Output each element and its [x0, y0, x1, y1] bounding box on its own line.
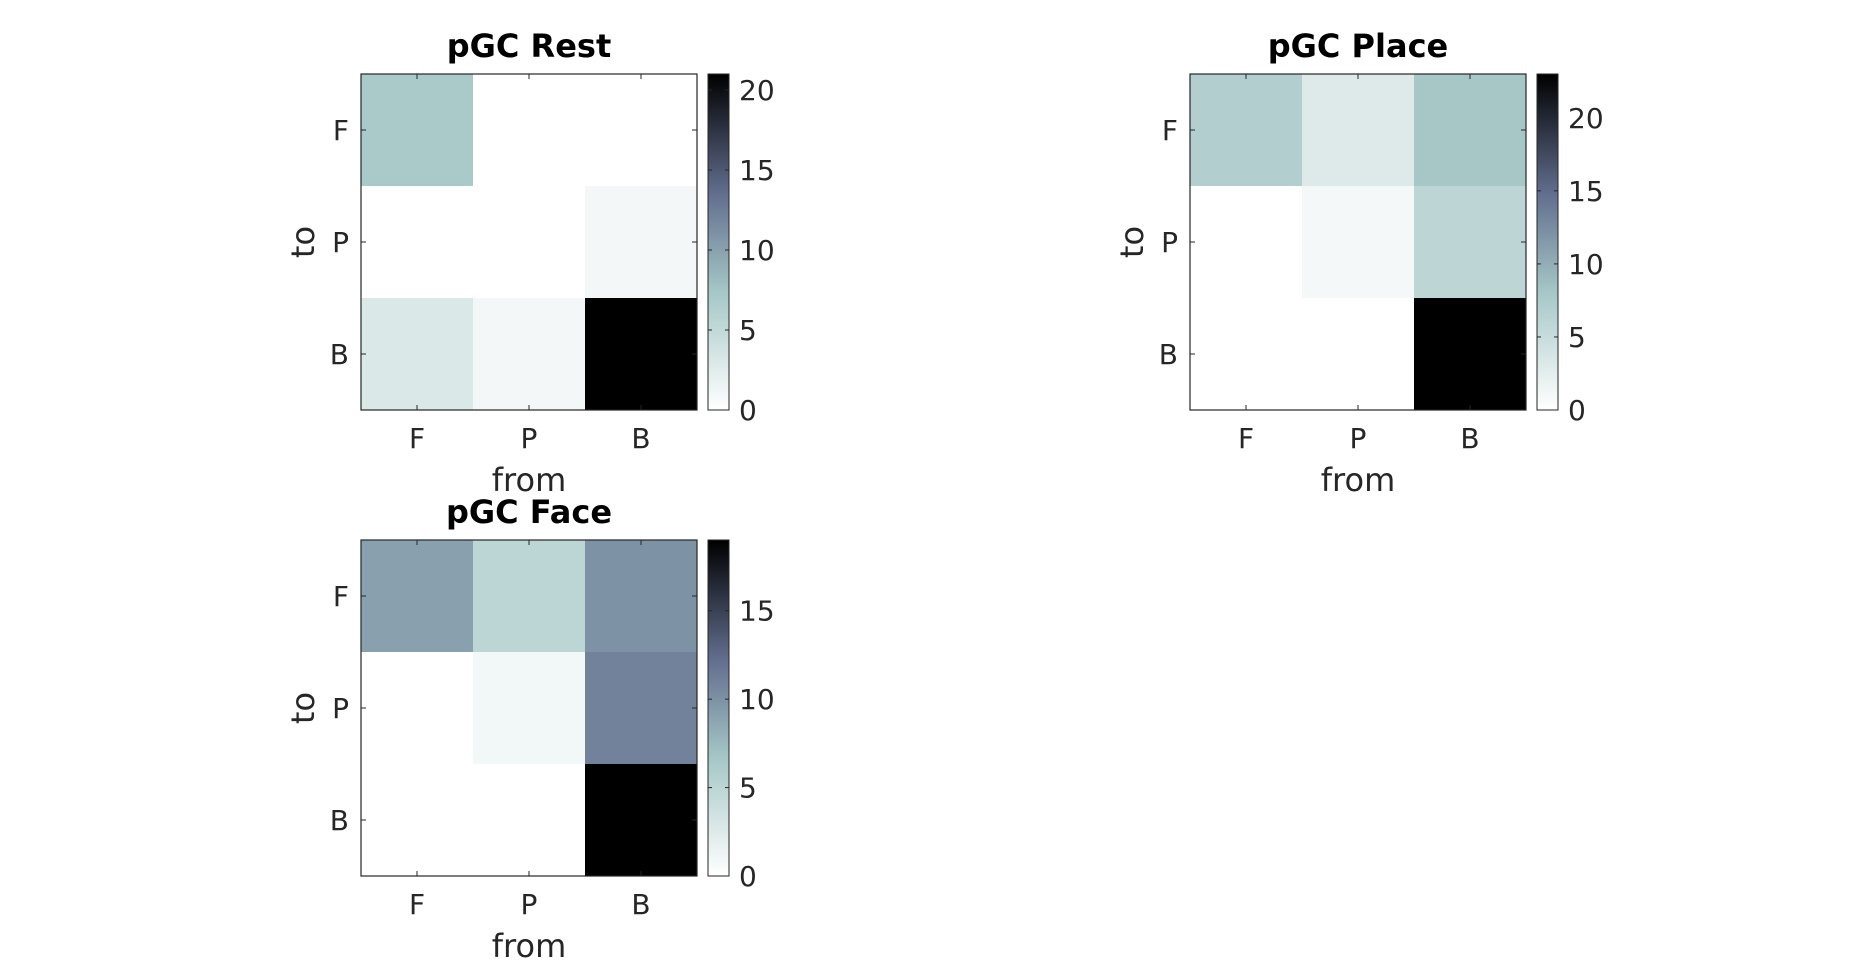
- x-tick-label: P: [521, 888, 538, 921]
- heatmap-cell: [1414, 74, 1527, 187]
- colorbar-tick-label: 10: [1568, 248, 1604, 281]
- heatmap-cell: [1302, 186, 1415, 299]
- heatmap-cell: [585, 298, 698, 411]
- colorbar-tick-label: 5: [1568, 321, 1586, 354]
- heatmap-cell: [585, 652, 698, 765]
- heatmap-cell: [473, 74, 586, 187]
- colorbar-tick-label: 20: [1568, 102, 1604, 135]
- heatmap-cell: [361, 74, 474, 187]
- heatmap-cell: [361, 186, 474, 299]
- colorbar-tick-label: 10: [739, 234, 775, 267]
- x-tick-label: P: [521, 422, 538, 455]
- heatmap-cell: [585, 764, 698, 877]
- heatmap-cell: [1302, 298, 1415, 411]
- y-tick-label: F: [333, 580, 349, 613]
- colorbar-tick-label: 0: [739, 860, 757, 893]
- colorbar-tick-label: 5: [739, 772, 757, 805]
- y-tick-label: F: [1162, 114, 1178, 147]
- colorbar-tick-label: 0: [739, 394, 757, 427]
- y-tick-label: P: [332, 226, 349, 259]
- chart-title: pGC Face: [446, 493, 612, 531]
- x-tick-label: F: [1238, 422, 1254, 455]
- heatmap-cell: [361, 298, 474, 411]
- heatmap-cell: [473, 298, 586, 411]
- heatmap-cell: [473, 764, 586, 877]
- colorbar-tick-label: 20: [739, 74, 775, 107]
- colorbar-tick-label: 5: [739, 314, 757, 347]
- x-tick-label: B: [631, 422, 650, 455]
- x-axis-label: from: [1321, 461, 1395, 499]
- x-tick-label: B: [631, 888, 650, 921]
- heatmap-cell: [361, 652, 474, 765]
- heatmap-cell: [361, 764, 474, 877]
- heatmap-cell: [361, 540, 474, 653]
- heatmap-cell: [585, 540, 698, 653]
- y-tick-label: F: [333, 114, 349, 147]
- heatmap-cell: [473, 186, 586, 299]
- heatmap-cell: [1414, 186, 1527, 299]
- heatmap-cell: [1190, 74, 1303, 187]
- x-tick-label: F: [409, 422, 425, 455]
- colorbar-tick-label: 15: [739, 154, 775, 187]
- x-axis-label: from: [492, 461, 566, 499]
- colorbar-tick-label: 10: [739, 683, 775, 716]
- heatmap-cell: [1302, 74, 1415, 187]
- chart-title: pGC Place: [1268, 27, 1448, 65]
- colorbar-tick-label: 0: [1568, 394, 1586, 427]
- colorbar-tick-label: 15: [739, 595, 775, 628]
- y-axis-label: to: [284, 226, 322, 258]
- heatmap-cell: [473, 540, 586, 653]
- y-tick-label: B: [330, 338, 349, 371]
- x-tick-label: B: [1460, 422, 1479, 455]
- x-tick-label: F: [409, 888, 425, 921]
- colorbar: [707, 539, 730, 877]
- colorbar-tick-label: 15: [1568, 175, 1604, 208]
- y-tick-label: B: [330, 804, 349, 837]
- x-tick-label: P: [1350, 422, 1367, 455]
- y-axis-label: to: [1113, 226, 1151, 258]
- heatmap-cell: [473, 652, 586, 765]
- heatmap-cell: [1190, 298, 1303, 411]
- heatmap-cell: [585, 74, 698, 187]
- y-tick-label: B: [1159, 338, 1178, 371]
- chart-title: pGC Rest: [447, 27, 611, 65]
- y-tick-label: P: [332, 692, 349, 725]
- heatmap-cell: [1414, 298, 1527, 411]
- y-tick-label: P: [1161, 226, 1178, 259]
- colorbar: [1536, 73, 1559, 411]
- colorbar: [707, 73, 730, 411]
- heatmap-cell: [585, 186, 698, 299]
- heatmap-cell: [1190, 186, 1303, 299]
- x-axis-label: from: [492, 927, 566, 965]
- y-axis-label: to: [284, 692, 322, 724]
